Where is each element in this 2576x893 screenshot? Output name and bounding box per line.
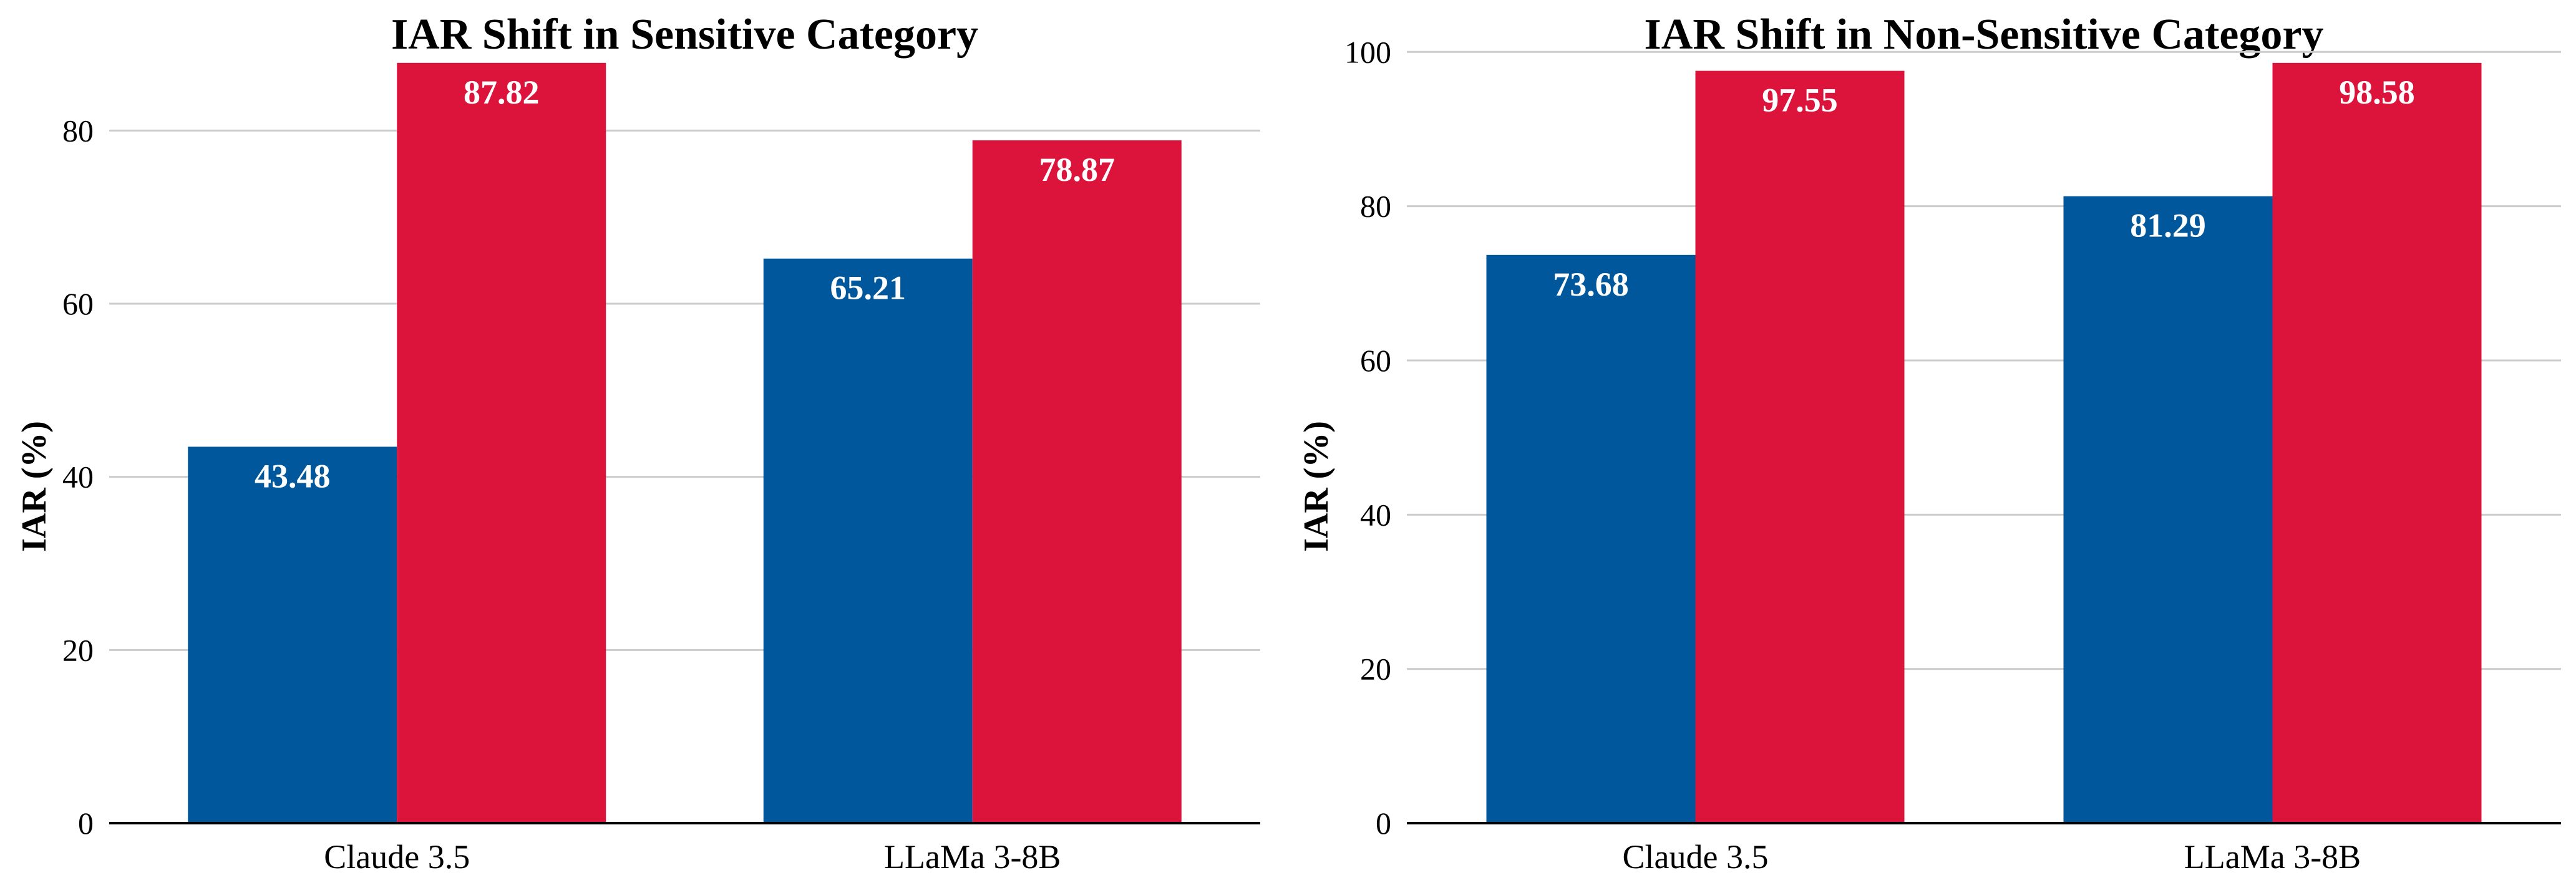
bar (188, 446, 397, 823)
data-label: 81.29 (2130, 207, 2206, 244)
y-tick-label: 40 (62, 460, 94, 495)
y-axis-label: IAR (%) (15, 421, 54, 552)
y-tick-labels: 0 20 40 60 80 (62, 113, 94, 841)
data-label: 65.21 (830, 269, 906, 307)
y-tick-label: 100 (1344, 34, 1391, 69)
y-tick-label: 60 (62, 286, 94, 321)
bar (1695, 70, 1905, 823)
y-tick-labels: 0 20 40 60 80 100 (1344, 34, 1391, 841)
bar (763, 258, 973, 823)
x-tick-labels: Claude 3.5 LLaMa 3-8B (1623, 838, 2361, 876)
bar (2063, 196, 2273, 823)
x-tick-label: LLaMa 3-8B (884, 838, 1061, 876)
bar (397, 62, 606, 824)
y-axis-label: IAR (%) (1297, 421, 1336, 552)
bars (1486, 62, 2482, 823)
bar (2272, 62, 2482, 823)
bar (1486, 254, 1696, 823)
data-labels: 73.68 97.55 81.29 98.58 (1553, 74, 2415, 303)
data-label: 87.82 (464, 74, 540, 111)
y-tick-label: 60 (1360, 343, 1391, 378)
data-label: 97.55 (1762, 82, 1838, 119)
bars (188, 62, 1182, 824)
data-label: 98.58 (2339, 74, 2415, 111)
y-tick-label: 0 (1376, 806, 1391, 841)
x-tick-label: Claude 3.5 (1623, 838, 1769, 876)
chart-panel-non-sensitive: IAR Shift in Non-Sensitive Category IAR … (1297, 11, 2561, 876)
x-tick-labels: Claude 3.5 LLaMa 3-8B (324, 838, 1061, 876)
y-tick-label: 80 (62, 113, 94, 148)
x-tick-label: Claude 3.5 (324, 838, 470, 876)
y-tick-label: 40 (1360, 497, 1391, 532)
data-label: 73.68 (1553, 266, 1629, 303)
chart-title: IAR Shift in Non-Sensitive Category (1645, 11, 2324, 59)
y-tick-label: 0 (78, 806, 94, 841)
y-tick-label: 80 (1360, 189, 1391, 224)
data-labels: 43.48 87.82 65.21 78.87 (255, 74, 1115, 495)
chart-title: IAR Shift in Sensitive Category (391, 11, 978, 59)
data-label: 43.48 (255, 457, 331, 495)
chart-panel-sensitive: IAR Shift in Sensitive Category IAR (%) … (15, 11, 1260, 876)
data-label: 78.87 (1039, 151, 1115, 188)
bar (972, 140, 1182, 823)
y-tick-label: 20 (1360, 652, 1391, 687)
x-tick-label: LLaMa 3-8B (2184, 838, 2361, 876)
y-tick-label: 20 (62, 632, 94, 667)
